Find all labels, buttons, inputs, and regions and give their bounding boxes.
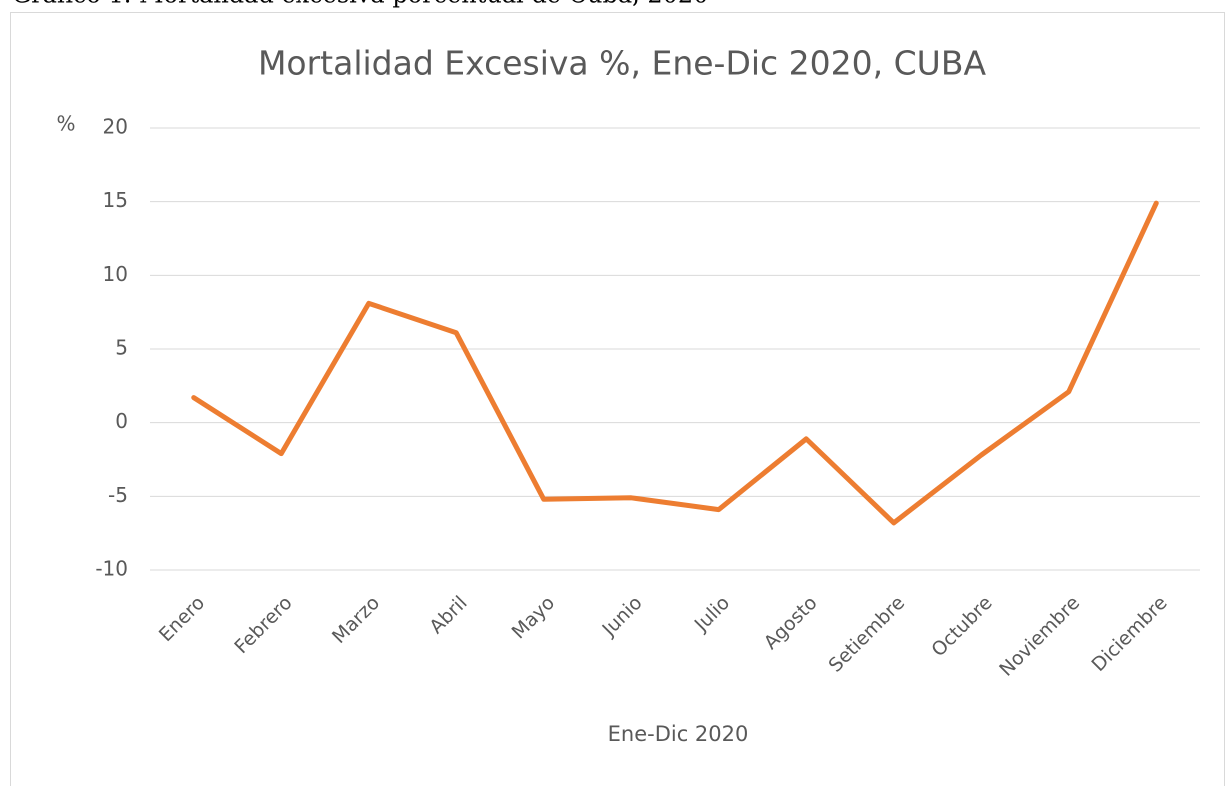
caption: Gráfico 1. Mortalidad excesiva porcentua… (12, 0, 708, 9)
y-tick-label: -10 (95, 557, 128, 581)
y-tick-label: 0 (115, 409, 128, 433)
chart-frame (10, 12, 1225, 786)
y-tick-label: 5 (115, 336, 128, 360)
chart-title: Mortalidad Excesiva %, Ene-Dic 2020, CUB… (258, 44, 987, 83)
y-tick-label: 15 (103, 188, 128, 212)
y-axis-label: % (56, 112, 75, 136)
data-line (191, 200, 1159, 526)
y-tick-label: 10 (103, 262, 128, 286)
y-tick-label: -5 (108, 483, 128, 507)
x-axis-label: Ene-Dic 2020 (608, 722, 749, 746)
y-tick-label: 20 (103, 115, 128, 139)
